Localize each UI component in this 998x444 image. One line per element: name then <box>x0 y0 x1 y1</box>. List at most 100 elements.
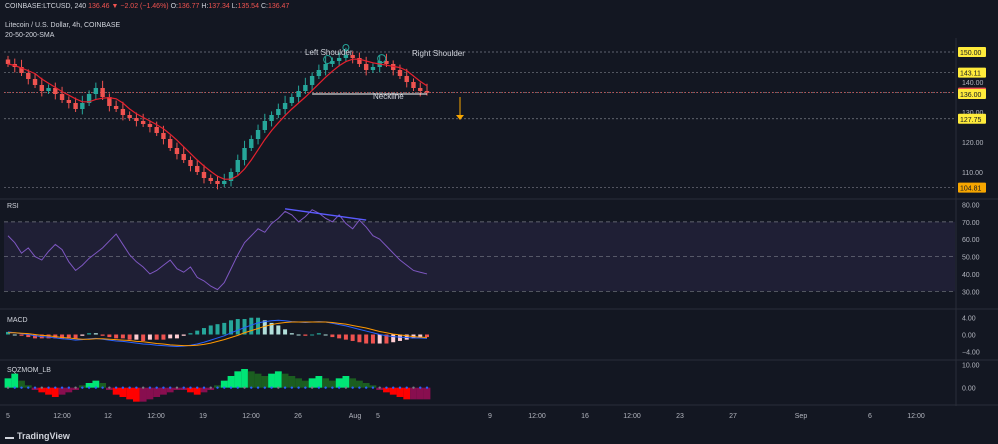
low-value: 135.54 <box>237 3 259 10</box>
sqzmom-bar <box>133 387 140 402</box>
x-tick-label: 27 <box>729 413 737 420</box>
sqzmom-bar <box>328 380 336 388</box>
macd-histogram-bar <box>357 334 362 343</box>
sqzmom-dot <box>121 386 125 389</box>
candle <box>188 160 193 166</box>
sqzmom-dot <box>141 386 145 389</box>
open-value: 136.77 <box>177 3 200 10</box>
candle <box>222 181 227 184</box>
x-tick-label: 12:00 <box>528 413 546 420</box>
x-tick-label: 12:00 <box>53 413 71 420</box>
candle <box>215 181 220 184</box>
macd-histogram-bar <box>215 324 220 335</box>
sqzmom-bar <box>4 378 12 388</box>
macd-tick-label: −4.00 <box>962 350 980 357</box>
macd-histogram-bar <box>141 334 146 341</box>
sqzmom-bar <box>295 378 302 388</box>
sqzmom-bar <box>38 387 46 393</box>
sqzmom-tick-label: 10.00 <box>962 362 980 369</box>
right-shoulder-label: Right Shoulder <box>412 49 465 58</box>
candle <box>134 118 139 121</box>
candle <box>86 94 92 103</box>
candle <box>269 115 274 121</box>
sqzmom-bar <box>92 380 100 388</box>
candle <box>424 91 430 93</box>
candle <box>384 61 389 64</box>
price-label-text: 136.00 <box>960 92 982 99</box>
sqzmom-bar <box>389 387 397 395</box>
neckline-label: Neckline <box>373 92 404 101</box>
indicator-label[interactable]: 20-50-200-SMA <box>5 32 55 39</box>
candle <box>255 130 261 139</box>
candle <box>404 76 409 82</box>
sqzmom-dot <box>324 386 327 389</box>
sqzmom-dot <box>175 386 179 389</box>
candle <box>289 97 295 103</box>
macd-histogram-bar <box>269 322 274 335</box>
sqzmom-dot <box>13 386 16 389</box>
candle <box>19 67 24 73</box>
sqzmom-dot <box>270 386 273 389</box>
macd-histogram-bar <box>46 334 51 339</box>
sqzmom-bar <box>11 373 19 388</box>
sqzmom-dot <box>216 386 219 389</box>
sqzmom-bar <box>227 376 235 388</box>
sqzmom-dot <box>392 386 395 389</box>
candle <box>235 160 240 172</box>
left-shoulder-marker <box>323 55 333 64</box>
candle <box>5 59 11 64</box>
sqzmom-bar <box>99 383 107 388</box>
sqzmom-bar <box>247 371 255 388</box>
sqzmom-dot <box>223 386 226 389</box>
sqzmom-dot <box>87 386 91 389</box>
sqzmom-dot <box>148 386 152 389</box>
x-tick-label: Sep <box>795 413 808 420</box>
price-label-box <box>958 89 986 99</box>
macd-histogram-bar <box>93 333 98 335</box>
price-tick-label: 140.00 <box>962 80 984 87</box>
sqzmom-dot <box>297 386 300 389</box>
candle <box>330 61 335 64</box>
candle <box>316 70 322 76</box>
sqzmom-dot <box>290 386 294 389</box>
sqzmom-dot <box>317 386 321 389</box>
rsi-tick-label: 70.00 <box>962 220 980 227</box>
rsi-tick-label: 30.00 <box>962 289 980 296</box>
candle <box>32 79 38 85</box>
x-tick-label: 12 <box>104 413 112 420</box>
macd-histogram-bar <box>114 334 119 339</box>
macd-histogram-bar <box>60 334 65 339</box>
rsi-title: RSI <box>7 203 19 210</box>
candle <box>93 88 99 94</box>
sqzmom-dot <box>337 386 341 389</box>
sqzmom-bar <box>423 387 431 400</box>
macd-line <box>7 319 428 348</box>
sqzmom-dot <box>155 386 158 389</box>
macd-histogram-bar <box>283 329 288 335</box>
sqzmom-bar <box>315 376 323 388</box>
sqzmom-bar <box>335 378 343 388</box>
sqzmom-dot <box>412 386 415 389</box>
macd-histogram-bar <box>12 334 17 336</box>
candle <box>174 148 180 154</box>
x-tick-label: 23 <box>676 413 684 420</box>
macd-tick-label: 0.00 <box>962 333 976 340</box>
macd-histogram-bar <box>195 330 200 335</box>
candle <box>46 88 51 91</box>
sqzmom-dot <box>385 386 388 389</box>
candle <box>59 94 65 100</box>
sqzmom-dot <box>20 386 23 389</box>
sqzmom-dot <box>256 386 260 389</box>
sqzmom-bar <box>274 371 282 388</box>
price-label-box <box>958 67 986 78</box>
sqzmom-dot <box>108 386 111 389</box>
sqzmom-tick-label: 0.00 <box>962 386 976 393</box>
target-arrow-head <box>456 115 464 120</box>
sqzmom-dot <box>419 386 422 389</box>
candle <box>418 88 423 91</box>
tradingview-logo[interactable]: TradingView <box>5 430 70 441</box>
candle <box>161 133 166 139</box>
macd-histogram-bar <box>87 333 92 335</box>
candle <box>39 85 44 91</box>
